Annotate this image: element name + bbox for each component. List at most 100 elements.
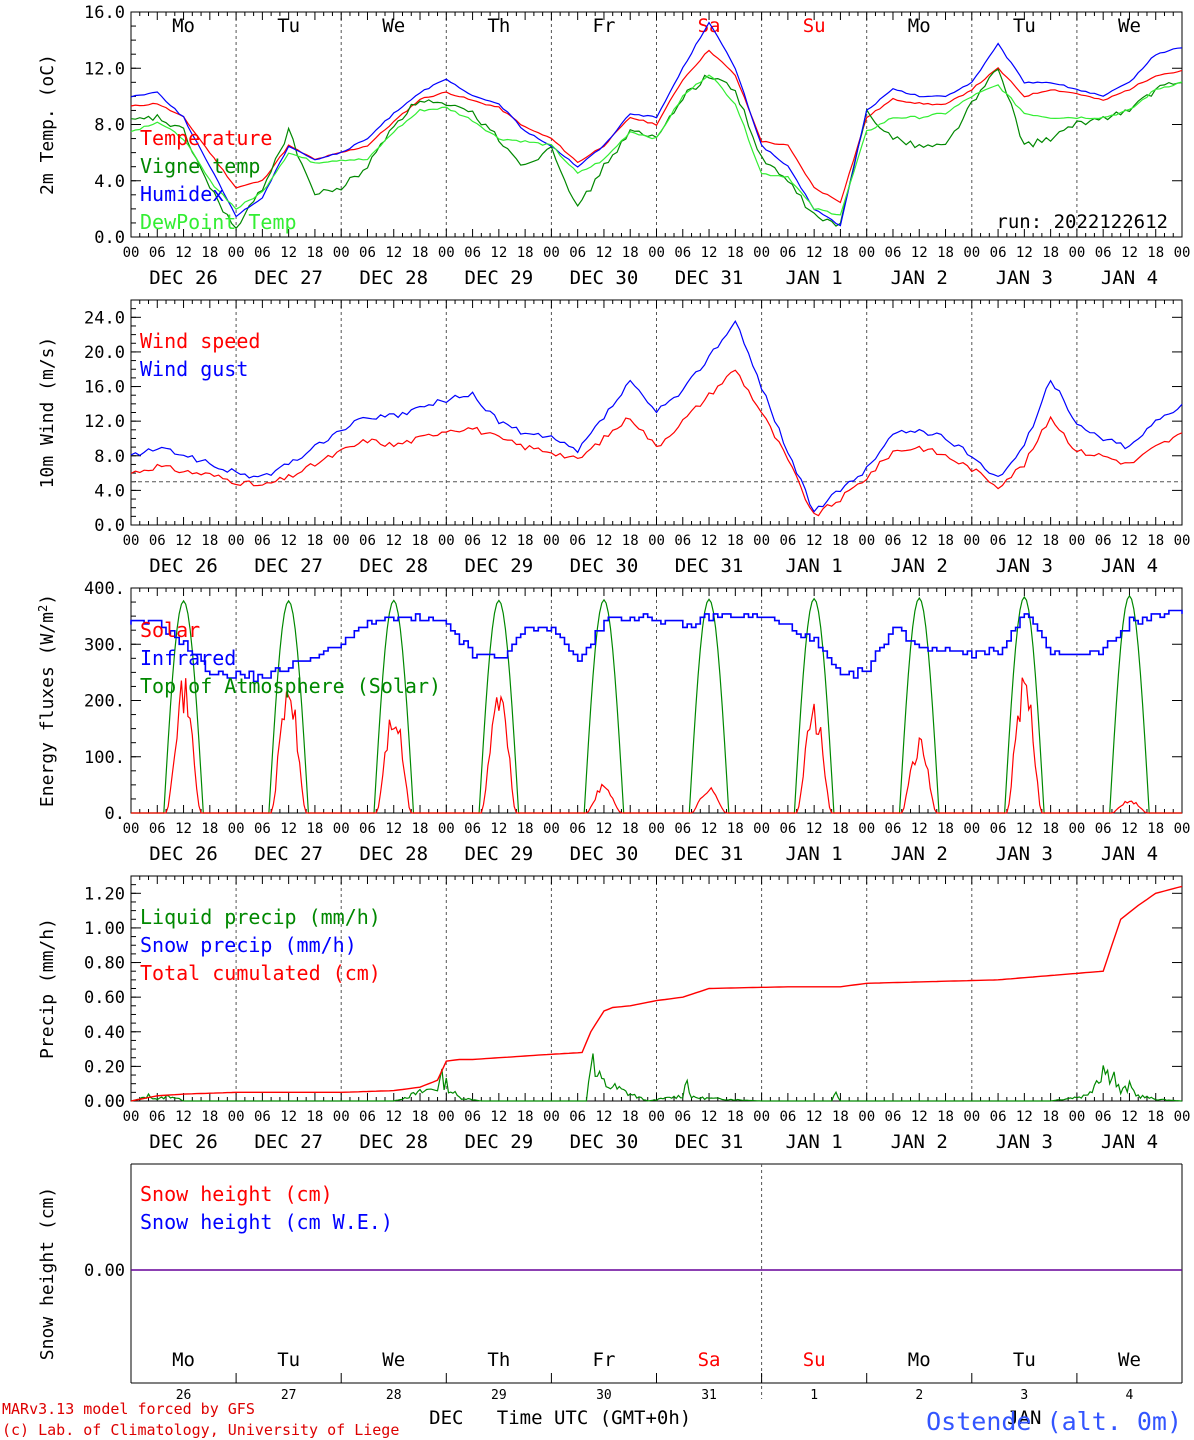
panel-4-hour-label: 12 xyxy=(806,1109,823,1125)
legend-vigne-temp: Vigne temp xyxy=(140,154,260,178)
panel-2-hour-label: 06 xyxy=(569,533,586,549)
panel-4-hour-label: 12 xyxy=(385,1109,402,1125)
panel-4-hour-label: 12 xyxy=(1016,1109,1033,1125)
panel-1-hour-label: 06 xyxy=(779,245,796,261)
panel-2-hour-label: 18 xyxy=(727,533,744,549)
panel-1-weekday-label: Sa xyxy=(698,15,721,37)
panel-4-hour-label: 18 xyxy=(1147,1109,1164,1125)
temp-series-dewpoint-temp xyxy=(130,74,1183,216)
panel-1-date-label: DEC 27 xyxy=(254,267,323,289)
panel-2-hour-label: 06 xyxy=(990,533,1007,549)
panel-3-hour-label: 00 xyxy=(1174,821,1191,837)
panel-2-ytick-label: 16.0 xyxy=(84,378,125,398)
panel-3-date-label: JAN 4 xyxy=(1101,843,1158,865)
panel-4-hour-label: 18 xyxy=(201,1109,218,1125)
panel-3-ytick-label: 400. xyxy=(84,579,125,599)
panel-4-date-label: DEC 30 xyxy=(570,1131,639,1153)
panel-4-hour-label: 06 xyxy=(1095,1109,1112,1125)
panel-3-hour-label: 00 xyxy=(648,821,665,837)
panel-1-hour-label: 00 xyxy=(228,245,245,261)
panel-2-hour-label: 06 xyxy=(359,533,376,549)
panel-1-ytick-label: 0.0 xyxy=(94,228,125,248)
panel-1-hour-label: 18 xyxy=(201,245,218,261)
panel-4-ytick-label: 1.20 xyxy=(84,884,125,904)
panel-3-date-label: DEC 31 xyxy=(675,843,744,865)
panel-2-hour-label: 12 xyxy=(490,533,507,549)
panel-5-day-number: 2 xyxy=(915,1388,923,1403)
panel-2-date-label: JAN 4 xyxy=(1101,555,1158,577)
panel-5-month-label: JAN xyxy=(1007,1407,1041,1429)
panel-2-hour-label: 12 xyxy=(280,533,297,549)
precip-series-liquid xyxy=(130,1053,1183,1102)
panel-4-hour-label: 06 xyxy=(674,1109,691,1125)
panel-2-hour-label: 12 xyxy=(806,533,823,549)
panel-3-hour-label: 12 xyxy=(280,821,297,837)
panel-1-hour-label: 12 xyxy=(701,245,718,261)
panel-1-hour-label: 06 xyxy=(359,245,376,261)
panel-1-date-label: DEC 28 xyxy=(359,267,428,289)
legend-infrared: Infrared xyxy=(140,646,236,670)
legend-top-of-atmosphere-solar-: Top of Atmosphere (Solar) xyxy=(140,674,441,698)
panel-2-hour-label: 00 xyxy=(543,533,560,549)
wind-series-wind-speed xyxy=(130,369,1183,517)
panel-3-date-label: DEC 28 xyxy=(359,843,428,865)
panel-4-hour-label: 18 xyxy=(412,1109,429,1125)
panel-4-ytick-label: 0.00 xyxy=(84,1092,125,1112)
panel-4-date-label: JAN 2 xyxy=(891,1131,948,1153)
temp-series-temperature xyxy=(130,49,1183,204)
panel-2-hour-label: 06 xyxy=(464,533,481,549)
panel-3-hour-label: 12 xyxy=(1016,821,1033,837)
legend-snow-height-cm-w-e-: Snow height (cm W.E.) xyxy=(140,1210,393,1234)
panel-1-hour-label: 06 xyxy=(254,245,271,261)
panel-3-hour-label: 12 xyxy=(1121,821,1138,837)
panel-2-hour-label: 00 xyxy=(963,533,980,549)
panel-1-hour-label: 06 xyxy=(464,245,481,261)
panel-1-hour-label: 12 xyxy=(596,245,613,261)
legend-humidex: Humidex xyxy=(140,182,224,206)
panel-3-hour-label: 06 xyxy=(569,821,586,837)
panel-5-weekday-label: We xyxy=(1118,1349,1141,1371)
panel-2-hour-label: 00 xyxy=(123,533,140,549)
panel-4-hour-label: 06 xyxy=(885,1109,902,1125)
panel-4-hour-label: 06 xyxy=(779,1109,796,1125)
panel-3-hour-label: 06 xyxy=(149,821,166,837)
panel-3-hour-label: 00 xyxy=(228,821,245,837)
panel-2-hour-label: 00 xyxy=(753,533,770,549)
panel-4-hour-label: 00 xyxy=(1174,1109,1191,1125)
legend-wind-gust: Wind gust xyxy=(140,357,248,381)
panel-3-ytick-label: 100. xyxy=(84,748,125,768)
panel-2-hour-label: 06 xyxy=(885,533,902,549)
panel-2-date-label: JAN 3 xyxy=(996,555,1053,577)
panel-1-hour-label: 00 xyxy=(543,245,560,261)
panel-4-hour-label: 18 xyxy=(517,1109,534,1125)
panel-2-date-label: JAN 1 xyxy=(786,555,843,577)
legend-snow-precip-mm-h-: Snow precip (mm/h) xyxy=(140,933,357,957)
panel-5-day-number: 31 xyxy=(701,1388,717,1403)
panel-1-date-label: DEC 31 xyxy=(675,267,744,289)
panel-2-date-label: DEC 26 xyxy=(149,555,218,577)
energy-series-infrared xyxy=(130,609,1183,683)
panel-5-weekday-label: Sa xyxy=(698,1349,721,1371)
panel-2-hour-label: 06 xyxy=(1095,533,1112,549)
panel-4-hour-label: 00 xyxy=(333,1109,350,1125)
panel-3-ytick-label: 0. xyxy=(105,804,125,824)
panel-4-hour-label: 00 xyxy=(858,1109,875,1125)
panel-1-hour-label: 06 xyxy=(885,245,902,261)
panel-3-hour-label: 06 xyxy=(464,821,481,837)
panel-4-date-label: JAN 1 xyxy=(786,1131,843,1153)
energy-series-solar xyxy=(131,677,1182,814)
panel-2-hour-label: 18 xyxy=(412,533,429,549)
panel-1-hour-label: 00 xyxy=(858,245,875,261)
panel-1-hour-label: 00 xyxy=(963,245,980,261)
panel-1-weekday-label: Th xyxy=(487,15,510,37)
panel-3-hour-label: 00 xyxy=(333,821,350,837)
panel-1-hour-label: 18 xyxy=(832,245,849,261)
panel-5-weekday-label: We xyxy=(382,1349,405,1371)
panel-3-hour-label: 00 xyxy=(1068,821,1085,837)
panel-2-hour-label: 18 xyxy=(937,533,954,549)
panel-1-hour-label: 06 xyxy=(990,245,1007,261)
panel-2-hour-label: 18 xyxy=(201,533,218,549)
panel-3-ylabel: Energy fluxes (W/m2) xyxy=(36,594,58,807)
panel-1-date-label: JAN 2 xyxy=(891,267,948,289)
panel-1-hour-label: 00 xyxy=(648,245,665,261)
